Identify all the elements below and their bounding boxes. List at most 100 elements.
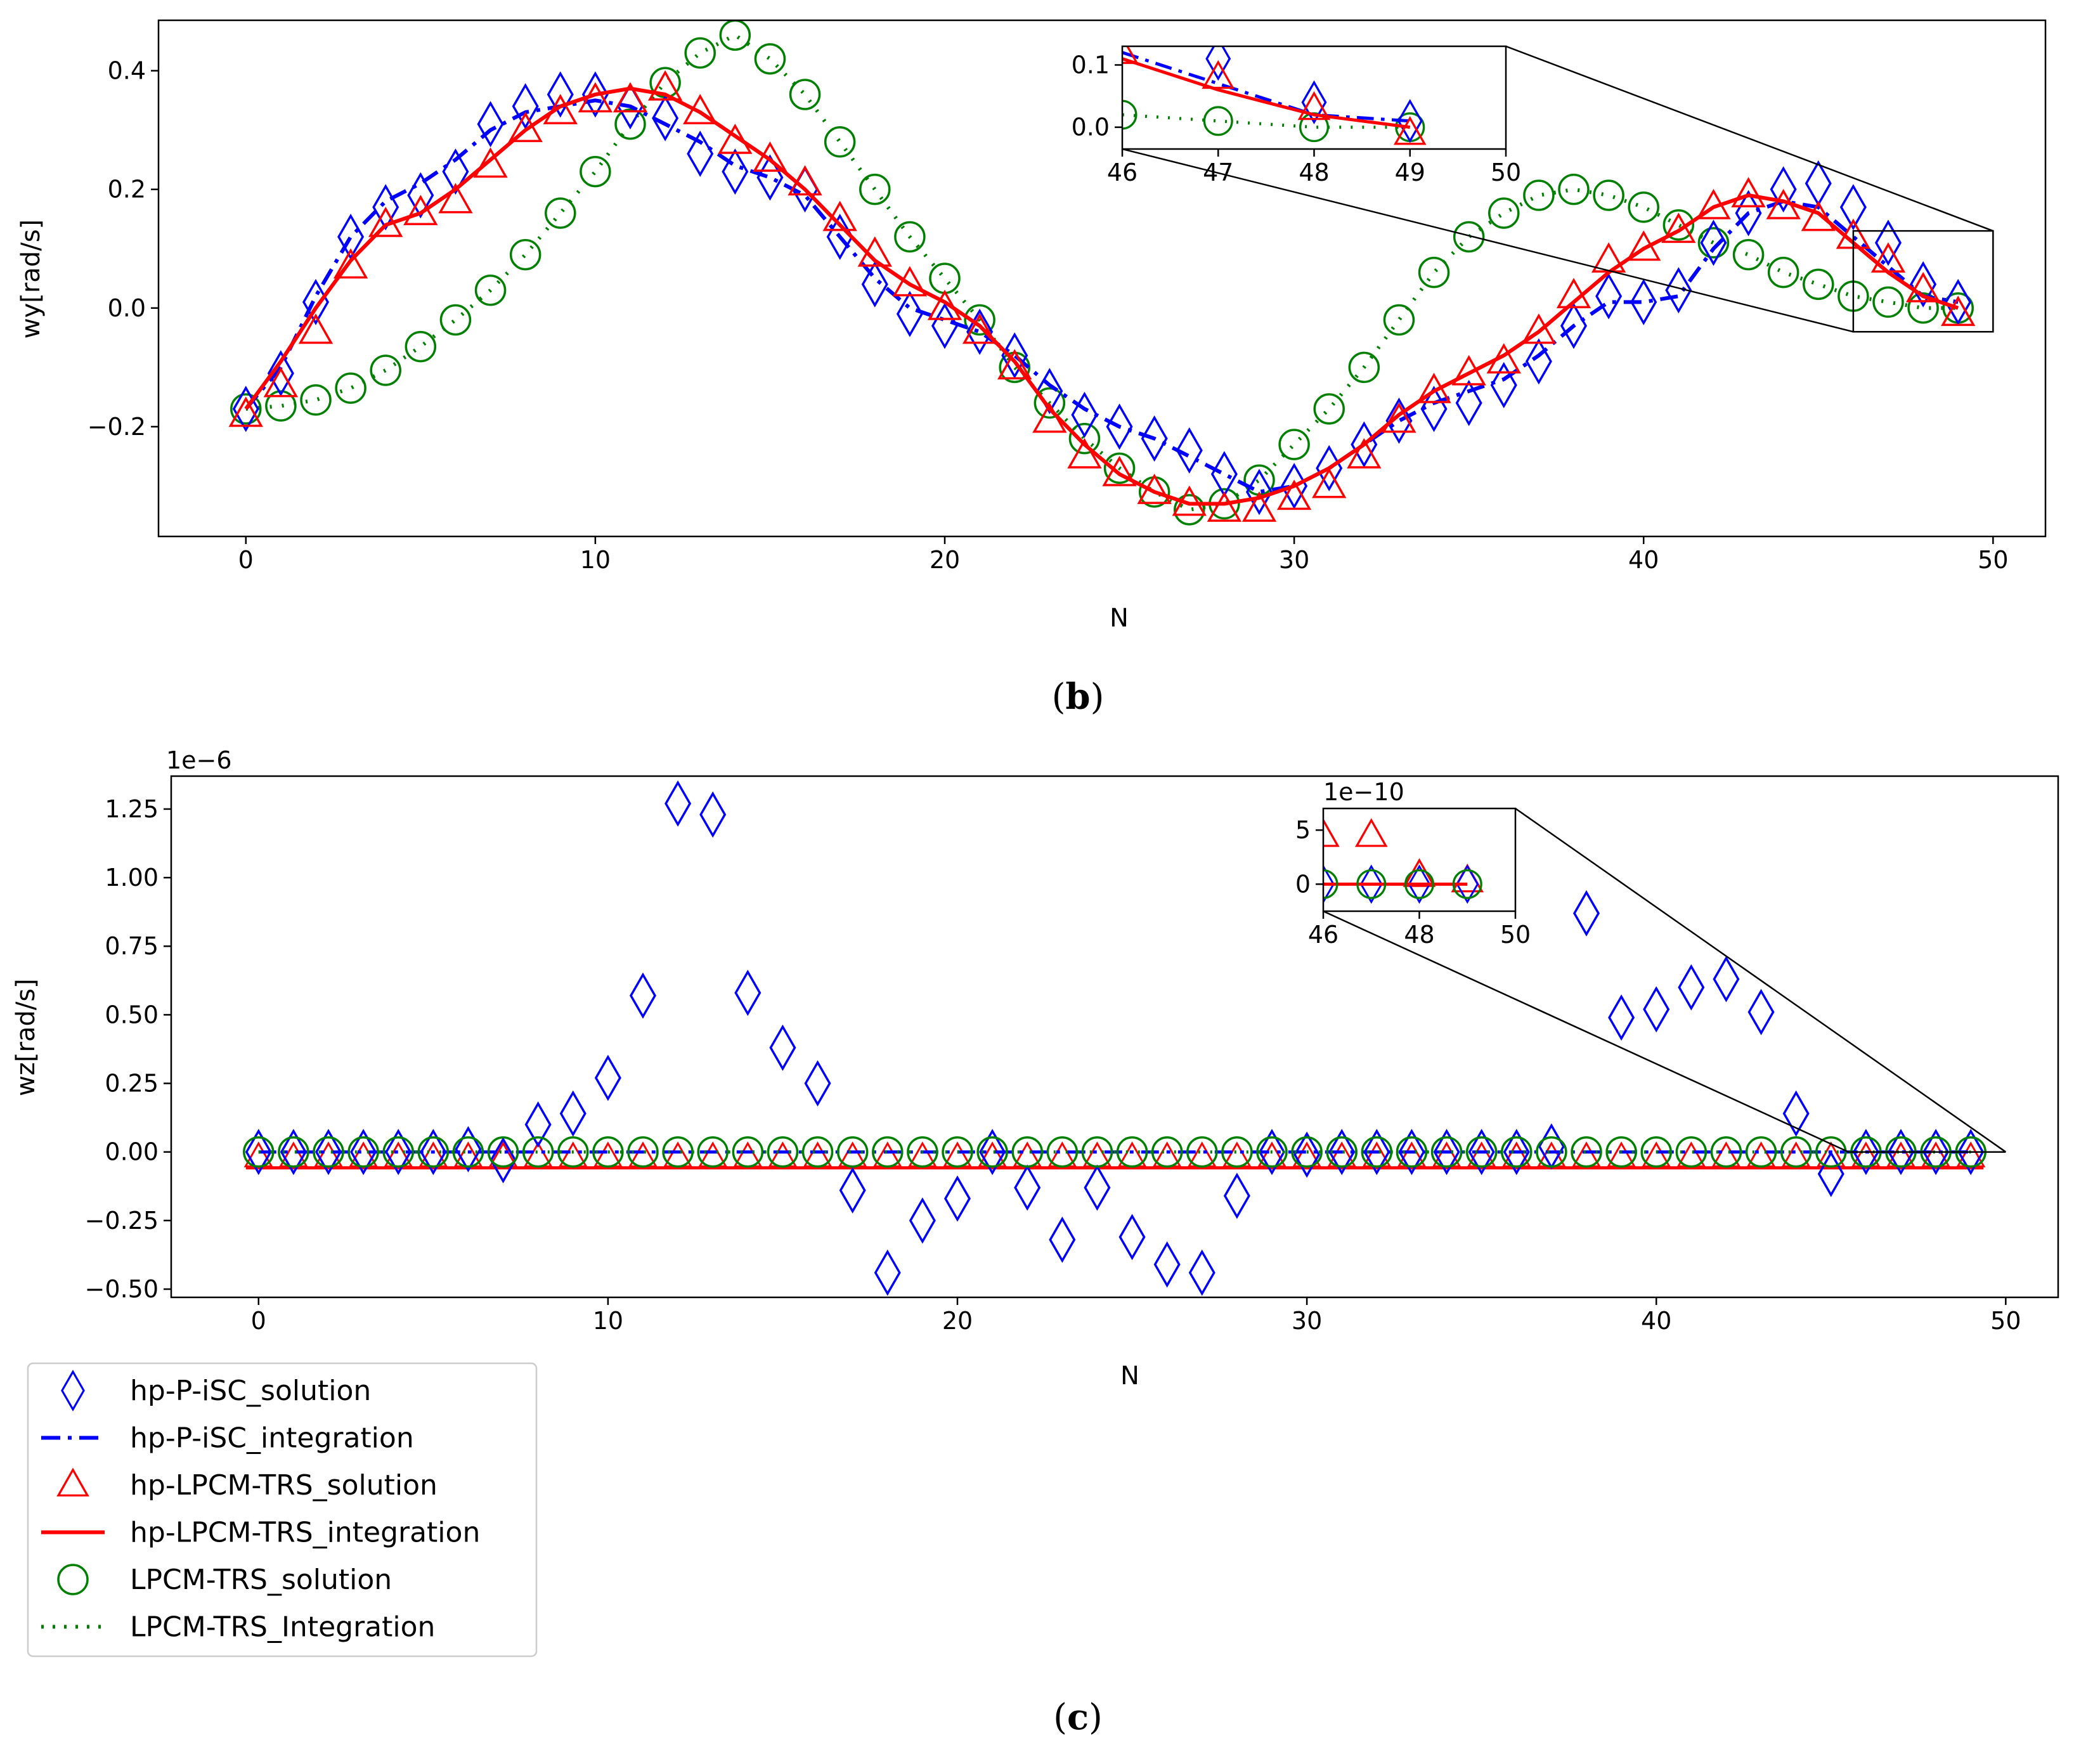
hp-p-isc-solution-point	[1713, 956, 1740, 1003]
lpcm-trs-solution-point	[1488, 197, 1520, 229]
hp-p-isc-solution-point	[1608, 994, 1635, 1041]
hp-lpcm-trs-solution-point	[333, 248, 368, 279]
chart-b-xtick-label: 40	[1628, 546, 1659, 574]
hp-p-isc-solution-point	[943, 1175, 971, 1222]
lpcm-trs-solution-point	[614, 108, 646, 140]
chart-c-inset-xtick-label: 50	[1500, 921, 1531, 949]
lpcm-trs-solution-point	[1907, 292, 1939, 324]
hp-p-isc-solution-point	[1258, 1129, 1286, 1176]
hp-lpcm-trs-solution-point	[1323, 818, 1340, 847]
chart-b-ytick-label: −0.2	[88, 413, 146, 441]
hp-p-isc-solution-point	[524, 1101, 552, 1148]
lpcm-trs-solution-point	[1361, 1136, 1393, 1168]
hp-lpcm-trs-solution-point	[1202, 60, 1235, 89]
hp-p-isc-solution-point	[966, 308, 994, 355]
hp-lpcm-trs-solution-point	[1067, 438, 1102, 469]
lpcm-trs-solution-point	[1452, 869, 1482, 899]
hp-p-isc-solution-point	[1503, 1129, 1530, 1176]
chart-c-caption: (c)	[1053, 1696, 1103, 1738]
hp-lpcm-trs-solution-point	[298, 313, 334, 344]
hp-p-isc-solution-point	[1118, 1214, 1146, 1261]
hp-lpcm-trs-solution-point	[892, 266, 928, 297]
lpcm-trs-solution-point	[1628, 191, 1659, 223]
lpcm-trs-solution-point	[1605, 1136, 1637, 1168]
legend-label: LPCM-TRS_Integration	[130, 1611, 435, 1644]
lpcm-trs-solution-point	[313, 1136, 344, 1168]
chart-b-inset-xtick-label: 48	[1299, 159, 1329, 186]
chart-b-xtick-label: 20	[930, 546, 960, 574]
series-hp-lpcm-trs-integration-line	[1122, 57, 1411, 129]
chart-b-xtick-label: 50	[1978, 546, 2008, 574]
hp-lpcm-trs-solution-point	[997, 349, 1032, 380]
hp-lpcm-trs-solution-point	[1731, 177, 1766, 208]
chart-c-ytick-label: −0.50	[85, 1275, 159, 1303]
legend-item: LPCM-TRS_Integration	[41, 1611, 435, 1644]
hp-p-isc-solution-point	[385, 1129, 412, 1176]
chart-b-inset-xtick-label: 47	[1203, 159, 1233, 186]
legend-item: LPCM-TRS_solution	[57, 1564, 392, 1596]
hp-p-isc-solution-point	[1385, 398, 1413, 444]
legend-label: hp-LPCM-TRS_integration	[130, 1517, 480, 1549]
hp-p-isc-solution-point	[1433, 1129, 1460, 1176]
hp-p-isc-solution-point	[512, 83, 539, 130]
hp-p-isc-solution-point	[372, 184, 399, 231]
chart-b-inset-series	[1111, 1, 1427, 145]
hp-p-isc-solution-point	[267, 350, 294, 397]
hp-p-isc-solution-point	[1398, 1129, 1425, 1176]
lpcm-trs-solution-point	[243, 1136, 275, 1168]
lpcm-trs-solution-point	[1675, 1136, 1708, 1168]
hp-p-isc-solution-point	[1839, 184, 1867, 231]
chart-c-zoom-indicator	[1323, 807, 2007, 1153]
chart-b-inset-ytick-label: 0.0	[1072, 114, 1110, 141]
hp-p-isc-solution-point	[1678, 964, 1705, 1011]
hp-p-isc-solution-point	[1111, 1, 1134, 41]
hp-p-isc-solution-point	[1188, 1249, 1215, 1296]
lpcm-trs-solution-point	[976, 1136, 1008, 1168]
lpcm-trs-solution-point	[370, 354, 401, 386]
lpcm-trs-solution-point	[417, 1136, 450, 1168]
lpcm-trs-solution-point	[439, 304, 472, 336]
chart-b-ytick-label: 0.4	[108, 57, 146, 85]
lpcm-trs-solution-point	[894, 221, 926, 253]
chart-c-inset-xtick-label: 46	[1308, 921, 1338, 949]
hp-p-isc-solution-point	[559, 1090, 587, 1137]
hp-p-isc-solution-point	[1363, 1129, 1390, 1176]
hp-p-isc-solution-point	[314, 1129, 342, 1176]
chart-c-ytick-label: 0.25	[105, 1070, 159, 1098]
hp-p-isc-solution-point	[756, 154, 784, 201]
lpcm-trs-solution-point	[1767, 256, 1799, 289]
lpcm-trs-solution-point	[230, 393, 262, 425]
lpcm-trs-solution-point	[1186, 1136, 1218, 1168]
hp-p-isc-solution-point	[664, 780, 692, 827]
hp-p-isc-solution-point	[1643, 986, 1670, 1033]
hp-p-isc-solution-point	[407, 172, 434, 219]
chart-c-ytick-label: 1.00	[105, 864, 159, 892]
hp-p-isc-solution-point	[1525, 338, 1552, 385]
lpcm-trs-solution-point	[1203, 106, 1233, 136]
chart-c-inset-ticks: 46 48 50 0 5	[1295, 816, 1531, 949]
lpcm-trs-solution-point	[1313, 393, 1345, 425]
lpcm-trs-solution-point	[557, 1136, 589, 1168]
lpcm-trs-solution-point	[1710, 1136, 1742, 1168]
series-hp-lpcm-trs-integration-line	[244, 86, 1959, 506]
hp-lpcm-trs-solution-point	[1207, 491, 1242, 522]
legend-item: hp-LPCM-TRS_integration	[41, 1517, 480, 1549]
chart-c-xtick-label: 30	[1292, 1307, 1322, 1335]
hp-p-isc-solution-point	[1071, 391, 1098, 438]
chart-b-ylabel: wy[rad/s]	[16, 219, 46, 339]
hp-lpcm-trs-solution-point	[1521, 313, 1557, 344]
chart-b-inset-xtick-label: 46	[1107, 159, 1138, 186]
hp-lpcm-trs-solution-point	[1941, 295, 1976, 327]
hp-p-isc-solution-point	[1014, 1164, 1041, 1211]
chart-c-ytick-label: 0.50	[105, 1001, 159, 1028]
hp-p-isc-solution-point	[245, 1129, 272, 1176]
lpcm-trs-solution-point	[1523, 179, 1555, 211]
legend-item: hp-P-iSC_solution	[61, 1370, 371, 1411]
hp-p-isc-solution-point	[1456, 864, 1479, 904]
lpcm-trs-solution-point	[1174, 494, 1205, 526]
hp-p-isc-solution-point	[489, 1137, 517, 1184]
series-hp-p-isc-integration-line	[244, 98, 1959, 494]
lpcm-trs-solution-point	[1745, 1136, 1777, 1168]
series-lpcm-trs-integration-line	[245, 33, 1959, 512]
